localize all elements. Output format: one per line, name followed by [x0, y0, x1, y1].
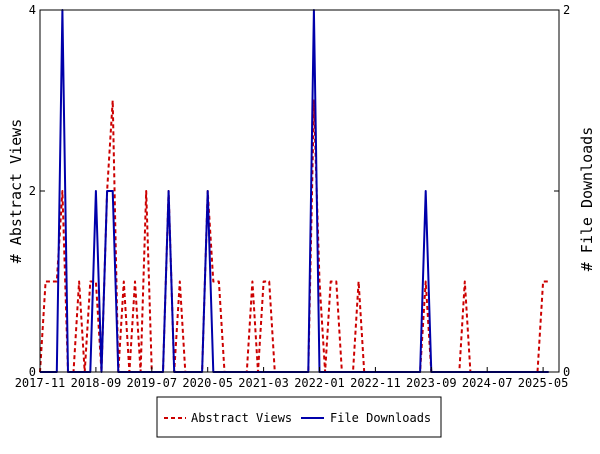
- x-tick-label: 2022-01: [294, 376, 345, 390]
- legend-box: [156, 396, 442, 438]
- plot-frame: [39, 9, 560, 373]
- y-axis-right-title: # File Downloads: [578, 127, 596, 272]
- x-tick-label: 2025-05: [518, 376, 569, 390]
- x-tick-label: 2022-11: [350, 376, 401, 390]
- legend-label-file-downloads: File Downloads: [330, 411, 431, 425]
- series-layer: [39, 9, 549, 373]
- x-tick-label: 2017-11: [15, 376, 66, 390]
- x-tick-label: 2018-09: [71, 376, 122, 390]
- y-right-tick-label: 0: [563, 365, 570, 379]
- x-tick-label: 2023-09: [406, 376, 457, 390]
- y-left-tick-label: 2: [29, 184, 36, 198]
- axis-layer: 2017-11 2018-09 2019-07 2020-05 2021-03 2022-…: [15, 3, 571, 390]
- y-right-tick-label: 2: [563, 3, 570, 17]
- x-tick-label: 2020-05: [182, 376, 233, 390]
- legend-label-abstract-views: Abstract Views: [191, 411, 292, 425]
- y-left-tick-label: 4: [29, 3, 36, 17]
- x-tick-label: 2019-07: [127, 376, 178, 390]
- x-tick-label: 2021-03: [238, 376, 289, 390]
- y-axis-left-title: # Abstract Views: [7, 119, 25, 264]
- series-line-abstract-views: [39, 99, 549, 373]
- legend: Abstract Views File Downloads: [156, 396, 442, 438]
- series-line-file-downloads: [40, 9, 549, 373]
- x-tick-label: 2024-07: [462, 376, 513, 390]
- y-left-tick-label: 0: [29, 365, 36, 379]
